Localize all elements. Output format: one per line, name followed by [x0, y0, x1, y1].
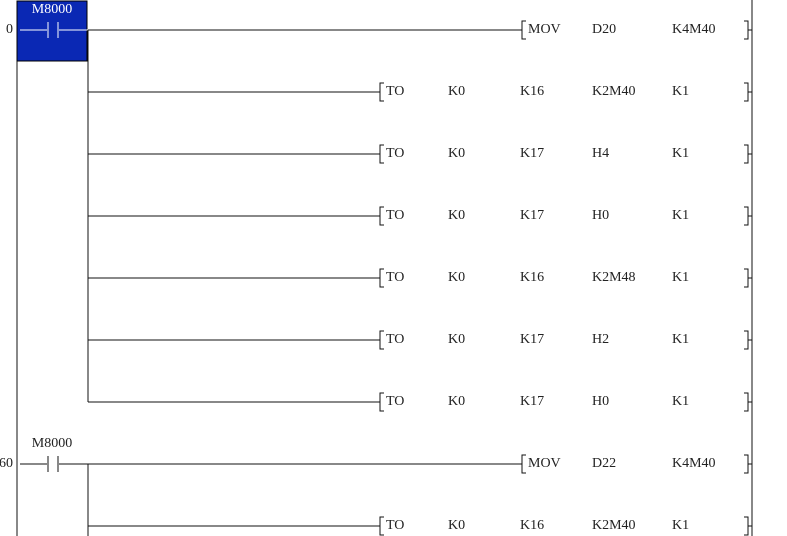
bracket-close [744, 268, 749, 288]
bracket-close [744, 206, 749, 226]
operand: K2M48 [592, 270, 636, 285]
operand: H4 [592, 146, 609, 161]
operand: H0 [592, 394, 609, 409]
operand: K0 [448, 208, 465, 223]
operand: K0 [448, 332, 465, 347]
bracket-open [379, 516, 384, 536]
bracket-open [379, 330, 384, 350]
operand: K1 [672, 146, 689, 161]
operand: K0 [448, 394, 465, 409]
instruction: TO [386, 270, 404, 285]
operand: K4M40 [672, 456, 716, 471]
operand: K17 [520, 146, 544, 161]
bracket-open [379, 268, 384, 288]
instruction: TO [386, 332, 404, 347]
bracket-open [379, 82, 384, 102]
operand: K1 [672, 270, 689, 285]
operand: D20 [592, 22, 616, 37]
operand: K0 [448, 146, 465, 161]
operand: K0 [448, 84, 465, 99]
operand: H2 [592, 332, 609, 347]
selection-box [16, 0, 88, 62]
bracket-close [744, 392, 749, 412]
operand: K1 [672, 518, 689, 533]
operand: K2M40 [592, 518, 636, 533]
contact-label[interactable]: M8000 [32, 2, 72, 17]
operand: K1 [672, 84, 689, 99]
instruction: TO [386, 208, 404, 223]
bracket-close [744, 144, 749, 164]
operand: D22 [592, 456, 616, 471]
operand: K4M40 [672, 22, 716, 37]
bracket-close [744, 454, 749, 474]
operand: H0 [592, 208, 609, 223]
operand: K16 [520, 270, 544, 285]
operand: K17 [520, 208, 544, 223]
bracket-open [521, 454, 526, 474]
bracket-open [379, 392, 384, 412]
operand: K17 [520, 332, 544, 347]
instruction: TO [386, 394, 404, 409]
operand: K1 [672, 332, 689, 347]
operand: K1 [672, 208, 689, 223]
bracket-open [521, 20, 526, 40]
contact-label[interactable]: M8000 [32, 436, 72, 451]
bracket-close [744, 330, 749, 350]
step-number: 0 [6, 22, 13, 37]
operand: K2M40 [592, 84, 636, 99]
operand: K0 [448, 270, 465, 285]
bracket-open [379, 144, 384, 164]
operand: K17 [520, 394, 544, 409]
instruction: MOV [528, 22, 561, 37]
bracket-close [744, 516, 749, 536]
operand: K16 [520, 518, 544, 533]
instruction: TO [386, 84, 404, 99]
instruction: TO [386, 146, 404, 161]
operand: K0 [448, 518, 465, 533]
operand: K16 [520, 84, 544, 99]
bracket-close [744, 20, 749, 40]
instruction: MOV [528, 456, 561, 471]
bracket-close [744, 82, 749, 102]
instruction: TO [386, 518, 404, 533]
operand: K1 [672, 394, 689, 409]
bracket-open [379, 206, 384, 226]
step-number: 60 [0, 456, 13, 471]
